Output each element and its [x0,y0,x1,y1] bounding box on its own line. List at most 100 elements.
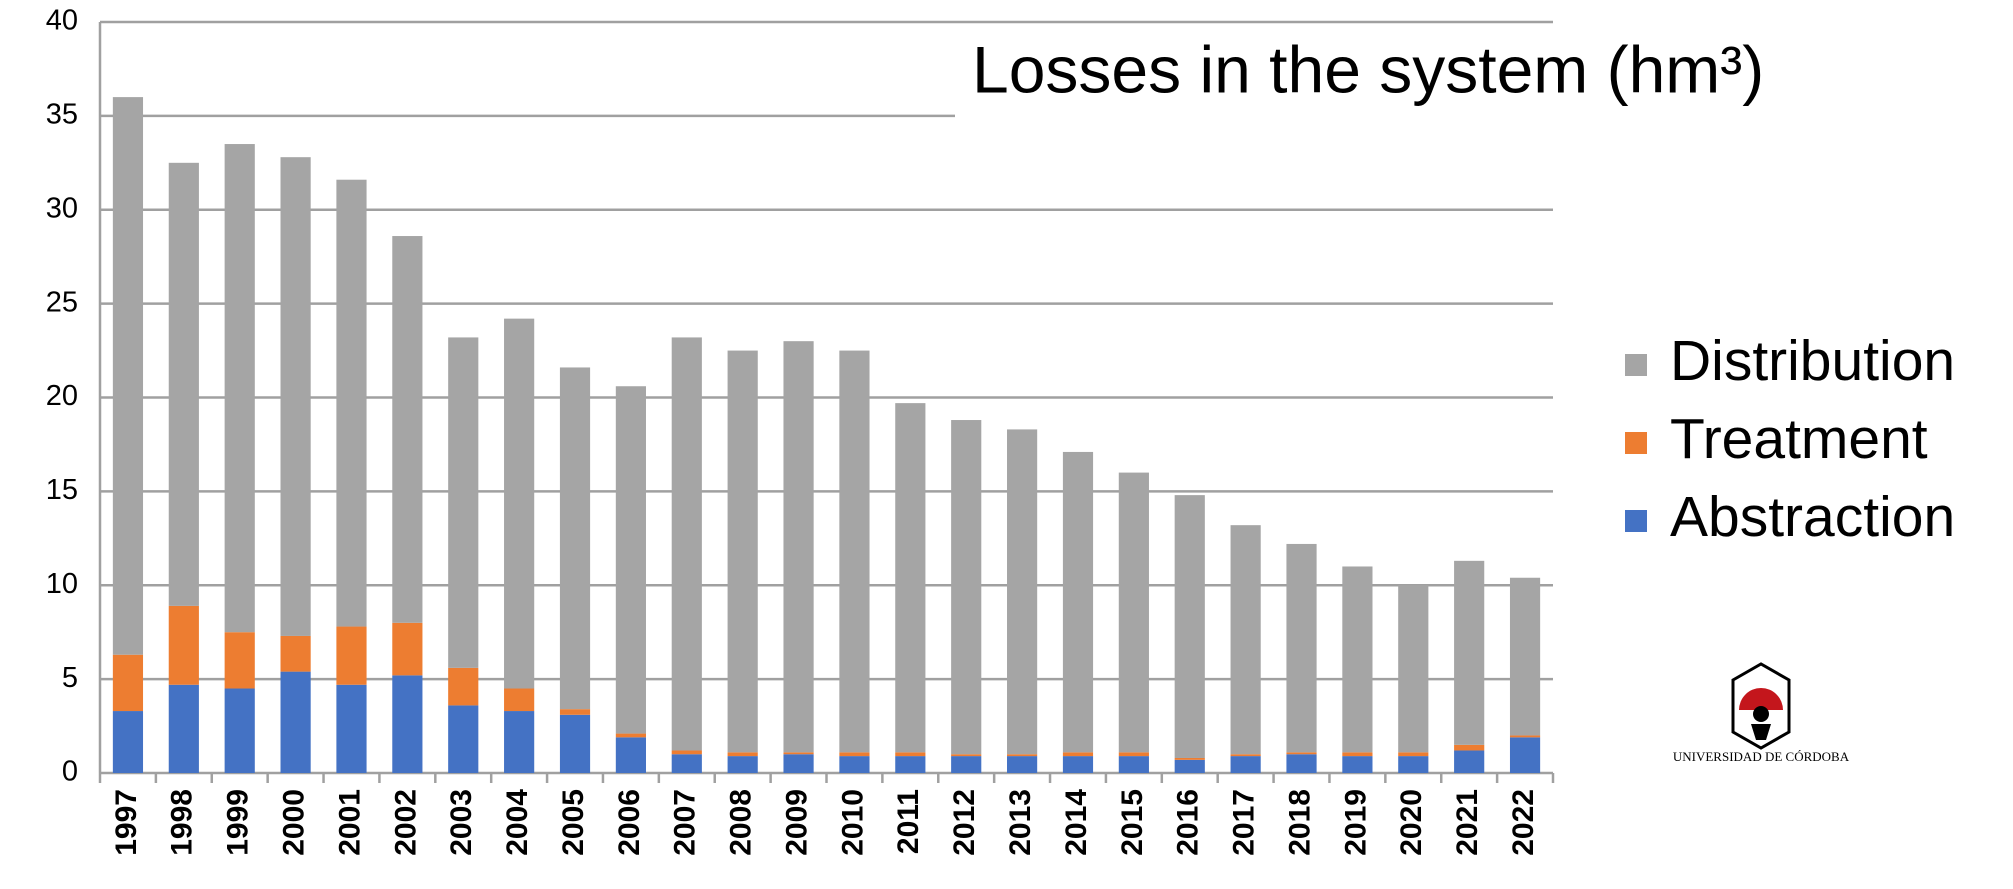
bar-segment [1062,451,1094,753]
bar-segment [392,236,423,623]
bar-segment [1509,735,1541,738]
bar-segment [1286,543,1317,753]
bar-segment [392,622,423,676]
bar-segment [559,367,591,710]
x-tick-label: 2000 [278,789,311,856]
bar-segment [839,350,870,753]
bar-segment [1007,429,1038,755]
y-tick-label: 25 [46,286,78,318]
bar-segment [168,605,199,685]
x-tick-label: 2020 [1395,789,1428,856]
bar-segment [1230,525,1261,755]
bar-segment [1454,560,1485,745]
bar-segment [615,733,646,738]
x-tick-label: 2017 [1228,789,1261,856]
logo [1731,662,1791,750]
bar-segment [112,97,144,655]
bar-segment [783,341,814,753]
bar-segment [895,752,926,757]
bar-segment [559,714,591,773]
bar-segment [168,162,199,606]
bar-segment [1398,585,1429,753]
x-tick-label: 1999 [222,789,255,856]
bar-segment [336,684,367,773]
y-tick-label: 5 [62,662,78,694]
bar-segment [1342,752,1373,757]
bar-segment [448,705,479,773]
legend-label: Treatment [1670,407,1928,471]
bar-segment [224,688,255,773]
legend-swatch [1625,510,1647,532]
chart-title: Losses in the system (hm³) [972,32,1764,106]
y-tick-label: 40 [46,5,78,37]
x-tick-label: 2004 [501,789,534,856]
bar-segment [504,711,535,773]
bar-segment [951,754,982,757]
bar-segment [1398,756,1429,773]
bar-segment [1007,756,1038,773]
bar-segment [1230,754,1261,757]
x-tick-label: 2010 [836,789,869,856]
bar-segment [112,654,144,712]
x-tick-label: 1997 [110,789,143,856]
bar-segment [448,667,479,706]
bar-segment [951,420,982,755]
bar-segment [336,179,367,627]
bar-segment [951,756,982,773]
bar-segment [727,752,758,757]
bar-segment [224,632,255,689]
bar-segment [615,737,646,773]
bar-segment [168,684,199,773]
bar-segment [280,157,311,636]
x-tick-label: 2008 [725,789,758,856]
x-tick-label: 2001 [333,789,366,856]
bar-segment [671,750,702,755]
bar-segment [224,144,255,633]
bar-segment [1118,472,1149,753]
bar-segment [1342,566,1373,753]
legend-swatch [1625,354,1647,376]
bar-segment [727,350,758,753]
bar-segment [559,709,591,715]
bar-segment [1118,752,1149,757]
y-tick-label: 30 [46,192,78,224]
bar-segment [336,626,367,685]
bar-segment [392,675,423,773]
legend-swatch [1625,432,1647,454]
bar-segment [839,756,870,773]
y-tick-label: 15 [46,474,78,506]
x-tick-label: 2005 [557,789,590,856]
bar-segment [895,403,926,753]
bar-segment [1174,495,1205,758]
bar-segment [1007,754,1038,757]
bar-segment [1174,757,1205,760]
bar-segment [1454,744,1485,751]
x-tick-label: 2009 [780,789,813,856]
bar-segment [1062,756,1094,773]
bar-segment [1118,756,1149,773]
x-tick-label: 2002 [389,789,422,856]
bar-segment [1454,750,1485,773]
y-tick-label: 20 [46,380,78,412]
bar-segment [448,337,479,668]
bar-segment [1174,759,1205,773]
y-tick-label: 0 [62,756,78,788]
x-tick-label: 2006 [613,789,646,856]
bar-segment [839,752,870,757]
logo-text: UNIVERSIDAD DE CÓRDOBA [1673,749,1850,764]
bar-segment [280,635,311,672]
legend-label: Abstraction [1670,485,1955,549]
bar-segment [1230,756,1261,773]
bar-segment [1342,756,1373,773]
x-tick-label: 2016 [1172,789,1205,856]
bar-segment [1509,577,1541,736]
title-background [955,24,1555,134]
x-tick-label: 2019 [1339,789,1372,856]
y-tick-label: 35 [46,99,78,131]
legend-label: Distribution [1670,329,1955,393]
bar-segment [280,671,311,773]
x-tick-label: 2011 [892,789,925,854]
x-tick-label: 2003 [445,789,478,856]
bar-segment [895,756,926,773]
